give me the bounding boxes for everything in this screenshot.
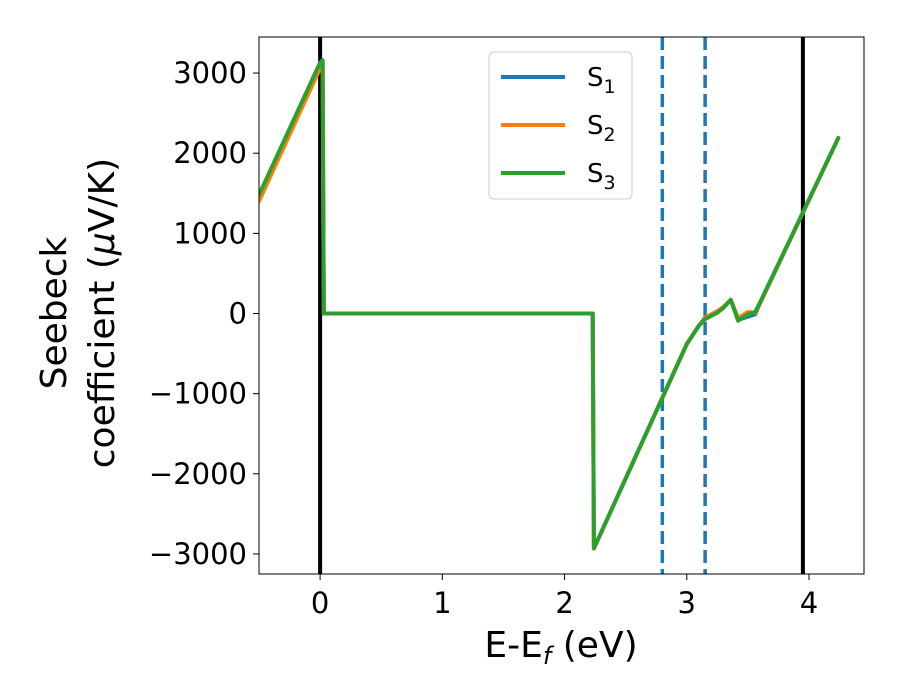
legend-label-s1: S1 bbox=[587, 63, 616, 98]
x-tick-label: 4 bbox=[800, 586, 818, 620]
y-tick-label: 0 bbox=[229, 297, 247, 331]
y-axis-label: Seebeck coefficient (μV/K) bbox=[34, 158, 123, 468]
y-tick-label: 1000 bbox=[173, 216, 247, 250]
y-axis-label-line1: Seebeck bbox=[34, 236, 75, 389]
x-axis-label: E-Ef (eV) bbox=[484, 625, 637, 670]
y-tick-label: −2000 bbox=[149, 457, 247, 491]
x-tick-label: 0 bbox=[311, 586, 329, 620]
axis-ticks: 0 1 2 3 4 3000 2000 1000 0 −1000 −2000 −3000 bbox=[149, 56, 818, 620]
y-axis-label-line2: coefficient (μV/K) bbox=[82, 158, 123, 468]
legend-label-s3: S3 bbox=[587, 159, 616, 194]
x-tick-label: 2 bbox=[555, 586, 573, 620]
series-line-s3 bbox=[259, 58, 841, 551]
y-tick-label: 3000 bbox=[173, 56, 247, 90]
y-tick-label: −1000 bbox=[149, 377, 247, 411]
plot-frame bbox=[258, 36, 865, 575]
y-tick-label: −3000 bbox=[149, 537, 247, 571]
legend-label-s2: S2 bbox=[587, 111, 616, 146]
x-tick-label: 1 bbox=[433, 586, 451, 620]
legend: S1 S2 S3 bbox=[488, 51, 633, 200]
plot-area bbox=[259, 37, 841, 574]
x-tick-label: 3 bbox=[678, 586, 696, 620]
y-tick-label: 2000 bbox=[173, 136, 247, 170]
